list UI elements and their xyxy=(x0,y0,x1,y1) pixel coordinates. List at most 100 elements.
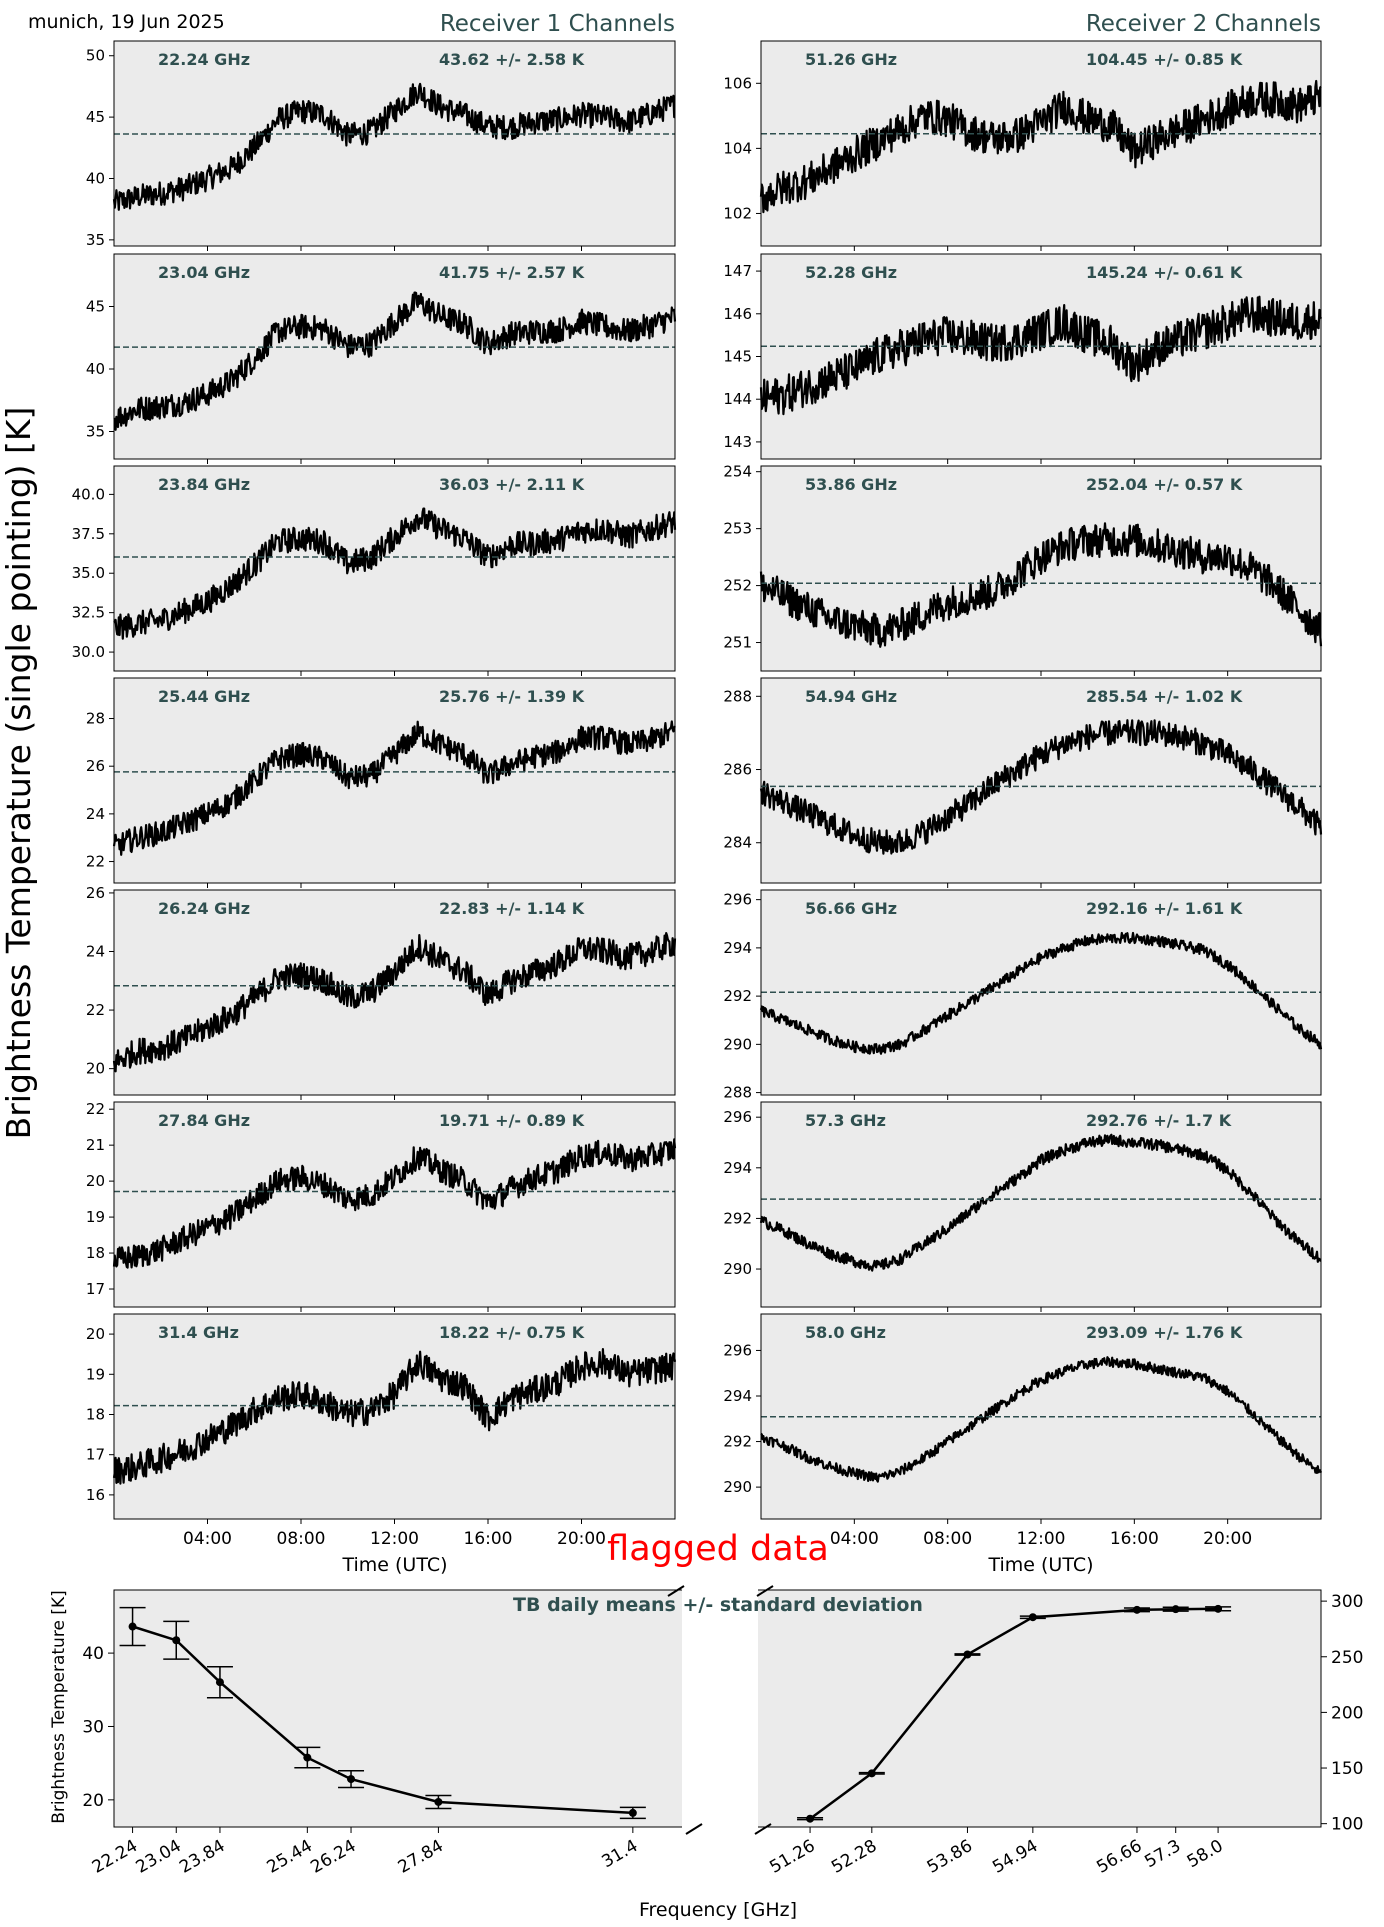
panel-background xyxy=(114,254,675,459)
channel-label: 22.24 GHz xyxy=(158,50,250,69)
panel-frame xyxy=(760,253,1322,460)
y-tick-label: 16 xyxy=(86,1486,105,1504)
mean-marker xyxy=(128,1622,137,1631)
right-time-axis-label: Time (UTC) xyxy=(987,1554,1093,1576)
channel-label: 58.0 GHz xyxy=(805,1323,886,1342)
data-trace xyxy=(112,932,677,1073)
stats-label: 145.24 +/- 0.61 K xyxy=(1086,263,1243,282)
y-tick-label: 146 xyxy=(723,305,752,323)
summary-y-tick-label: 200 xyxy=(1331,1703,1363,1723)
x-tick-label: 20:00 xyxy=(1203,1529,1252,1549)
y-tick-label: 20 xyxy=(86,1060,105,1078)
panel-background xyxy=(114,466,675,671)
summary-title: TB daily means +/- standard deviation xyxy=(513,1594,923,1616)
stats-label: 19.71 +/- 0.89 K xyxy=(439,1111,585,1130)
summary-x-axis-label: Frequency [GHz] xyxy=(639,1899,797,1921)
mean-marker xyxy=(1214,1604,1223,1613)
channel-panel-31.4-ghz: 16 17 18 19 20 04:00 08:00 12:00 16:00 20:00 31.4 … xyxy=(86,1313,677,1549)
stats-label: 104.45 +/- 0.85 K xyxy=(1086,50,1243,69)
panel-frame xyxy=(113,253,676,460)
mean-marker xyxy=(172,1636,181,1645)
channel-panel-56.66-ghz: 288 290 292 294 296 56.66 GHz 292.16 +/- 1.61 … xyxy=(723,889,1323,1102)
y-tick-label: 290 xyxy=(723,1260,752,1278)
channel-label: 23.84 GHz xyxy=(158,475,250,494)
y-tick-label: 37.5 xyxy=(72,525,105,543)
panel-background xyxy=(761,254,1321,459)
stats-label: 22.83 +/- 1.14 K xyxy=(439,899,585,918)
panel-frame xyxy=(760,40,1322,247)
panels-layer: 35 40 45 50 22.24 GHz 43.62 +/- 2.58 K 35 40 45 2… xyxy=(72,40,1323,1549)
channel-label: 51.26 GHz xyxy=(805,50,897,69)
y-tick-label: 104 xyxy=(723,139,752,157)
y-tick-label: 18 xyxy=(86,1405,105,1423)
mean-marker xyxy=(303,1753,312,1762)
channel-label: 57.3 GHz xyxy=(805,1111,886,1130)
left-time-axis-label: Time (UTC) xyxy=(341,1554,447,1576)
panel-background xyxy=(114,1314,675,1519)
axis-break-mark xyxy=(667,1585,685,1597)
mean-marker xyxy=(1171,1605,1180,1614)
channel-label: 56.66 GHz xyxy=(805,899,897,918)
y-tick-label: 251 xyxy=(723,634,752,652)
panel-frame xyxy=(113,1313,676,1520)
channel-panel-26.24-ghz: 20 22 24 26 26.24 GHz 22.83 +/- 1.14 K xyxy=(86,884,677,1100)
y-tick-label: 253 xyxy=(723,520,752,538)
panel-frame xyxy=(760,1101,1322,1308)
y-tick-label: 30.0 xyxy=(72,643,105,661)
y-tick-label: 35 xyxy=(86,231,105,249)
stats-label: 18.22 +/- 0.75 K xyxy=(439,1323,585,1342)
data-trace xyxy=(759,295,1323,416)
axis-break-mark xyxy=(754,1823,772,1835)
channel-panel-51.26-ghz: 102 104 106 51.26 GHz 104.45 +/- 0.85 K xyxy=(723,40,1322,251)
panel-frame xyxy=(113,1101,676,1308)
summary-y-tick-label: 300 xyxy=(1331,1592,1363,1612)
summary-chart: TB daily means +/- standard deviation Fre… xyxy=(49,1585,1363,1921)
channel-panel-52.28-ghz: 143 144 145 146 147 52.28 GHz 145.24 +/- 0.61 … xyxy=(723,253,1323,464)
summary-x-tick-label: 56.66 xyxy=(1093,1836,1145,1878)
y-tick-label: 284 xyxy=(723,834,752,852)
y-tick-label: 102 xyxy=(723,204,752,222)
receiver1-title: Receiver 1 Channels xyxy=(440,11,675,37)
channel-panel-25.44-ghz: 22 24 26 28 25.44 GHz 25.76 +/- 1.39 K xyxy=(86,677,676,888)
summary-y-tick-label: 100 xyxy=(1331,1815,1363,1835)
summary-x-tick-label: 26.24 xyxy=(307,1836,359,1878)
panel-frame xyxy=(760,465,1322,672)
location-date: munich, 19 Jun 2025 xyxy=(28,11,225,33)
panel-frame xyxy=(113,40,676,247)
y-tick-label: 22 xyxy=(86,853,105,871)
y-tick-label: 144 xyxy=(723,390,752,408)
panel-frame xyxy=(113,677,676,884)
y-tick-label: 24 xyxy=(86,943,105,961)
summary-y-tick-label: 250 xyxy=(1331,1648,1363,1668)
mean-marker xyxy=(867,1769,876,1778)
flagged-data-label: flagged data xyxy=(607,1529,829,1569)
x-tick-label: 12:00 xyxy=(1017,1529,1066,1549)
y-tick-label: 254 xyxy=(723,463,752,481)
summary-x-tick-label: 31.4 xyxy=(599,1836,642,1872)
y-tick-label: 26 xyxy=(86,757,105,775)
x-tick-label: 08:00 xyxy=(277,1529,326,1549)
y-tick-label: 286 xyxy=(723,761,752,779)
y-tick-label: 32.5 xyxy=(72,604,105,622)
panel-background xyxy=(761,1102,1321,1307)
mean-marker xyxy=(806,1814,815,1823)
channel-panel-27.84-ghz: 17 18 19 20 21 22 27.84 GHz 19.71 +/- 0.89 K xyxy=(86,1100,677,1312)
receiver2-title: Receiver 2 Channels xyxy=(1086,11,1321,37)
panel-frame xyxy=(113,889,676,1096)
channel-panel-22.24-ghz: 35 40 45 50 22.24 GHz 43.62 +/- 2.58 K xyxy=(86,40,676,251)
summary-frame-right xyxy=(758,1589,1322,1828)
panel-frame xyxy=(760,1313,1322,1520)
y-tick-label: 22 xyxy=(86,1001,105,1019)
mean-marker xyxy=(215,1678,224,1687)
y-tick-label: 252 xyxy=(723,577,752,595)
y-tick-label: 292 xyxy=(723,987,752,1005)
panel-background xyxy=(114,1102,675,1307)
summary-x-tick-label: 27.84 xyxy=(395,1836,447,1878)
stats-label: 43.62 +/- 2.58 K xyxy=(439,50,585,69)
y-tick-label: 24 xyxy=(86,805,105,823)
y-tick-label: 26 xyxy=(86,884,105,902)
y-tick-label: 28 xyxy=(86,710,105,728)
x-tick-label: 16:00 xyxy=(464,1529,513,1549)
y-tick-label: 19 xyxy=(86,1365,105,1383)
